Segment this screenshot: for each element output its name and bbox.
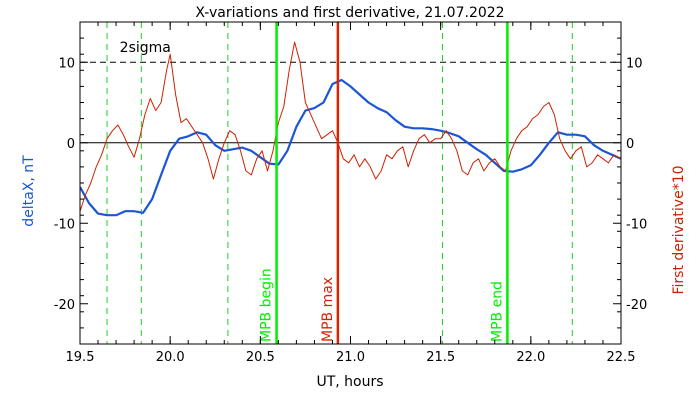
x-axis-label: UT, hours	[316, 374, 383, 390]
x-tick-label: 21.0	[336, 350, 365, 365]
y-tick-label-left: -10	[54, 217, 75, 232]
derivative-series-line	[80, 41, 621, 212]
sigma-label: 2sigma	[120, 40, 171, 56]
chart-title: X-variations and first derivative, 21.07…	[195, 5, 504, 21]
y-tick-label-left: 10	[58, 56, 75, 71]
y-tick-label-right: -20	[626, 298, 647, 313]
deltax-series-line	[80, 78, 621, 217]
event-label: MPB begin	[259, 268, 275, 342]
y-axis-label-left: deltaX, nT	[21, 155, 37, 227]
plot-area	[80, 22, 621, 344]
x-tick-label: 20.0	[156, 350, 185, 365]
x-tick-label: 21.5	[426, 350, 455, 365]
x-tick-label: 19.5	[66, 350, 95, 365]
y-tick-label-left: -20	[54, 298, 75, 313]
axes: MPB begin MPB max MPB end 2sigma 19.5 20.0 20.…	[54, 21, 647, 365]
y-tick-label-right: -10	[626, 217, 647, 232]
x-tick-label: 22.0	[516, 350, 545, 365]
plot-frame	[79, 21, 622, 345]
y-tick-label-right: 10	[626, 56, 643, 71]
y-tick-label-right: 0	[626, 137, 634, 152]
event-label: MPB end	[489, 281, 505, 342]
x-tick-label: 20.5	[246, 350, 275, 365]
x-tick-label: 22.5	[607, 350, 636, 365]
y-axis-label-right: First derivative*10	[671, 165, 687, 294]
event-label: MPB max	[320, 277, 336, 342]
y-tick-label-left: 0	[67, 137, 75, 152]
